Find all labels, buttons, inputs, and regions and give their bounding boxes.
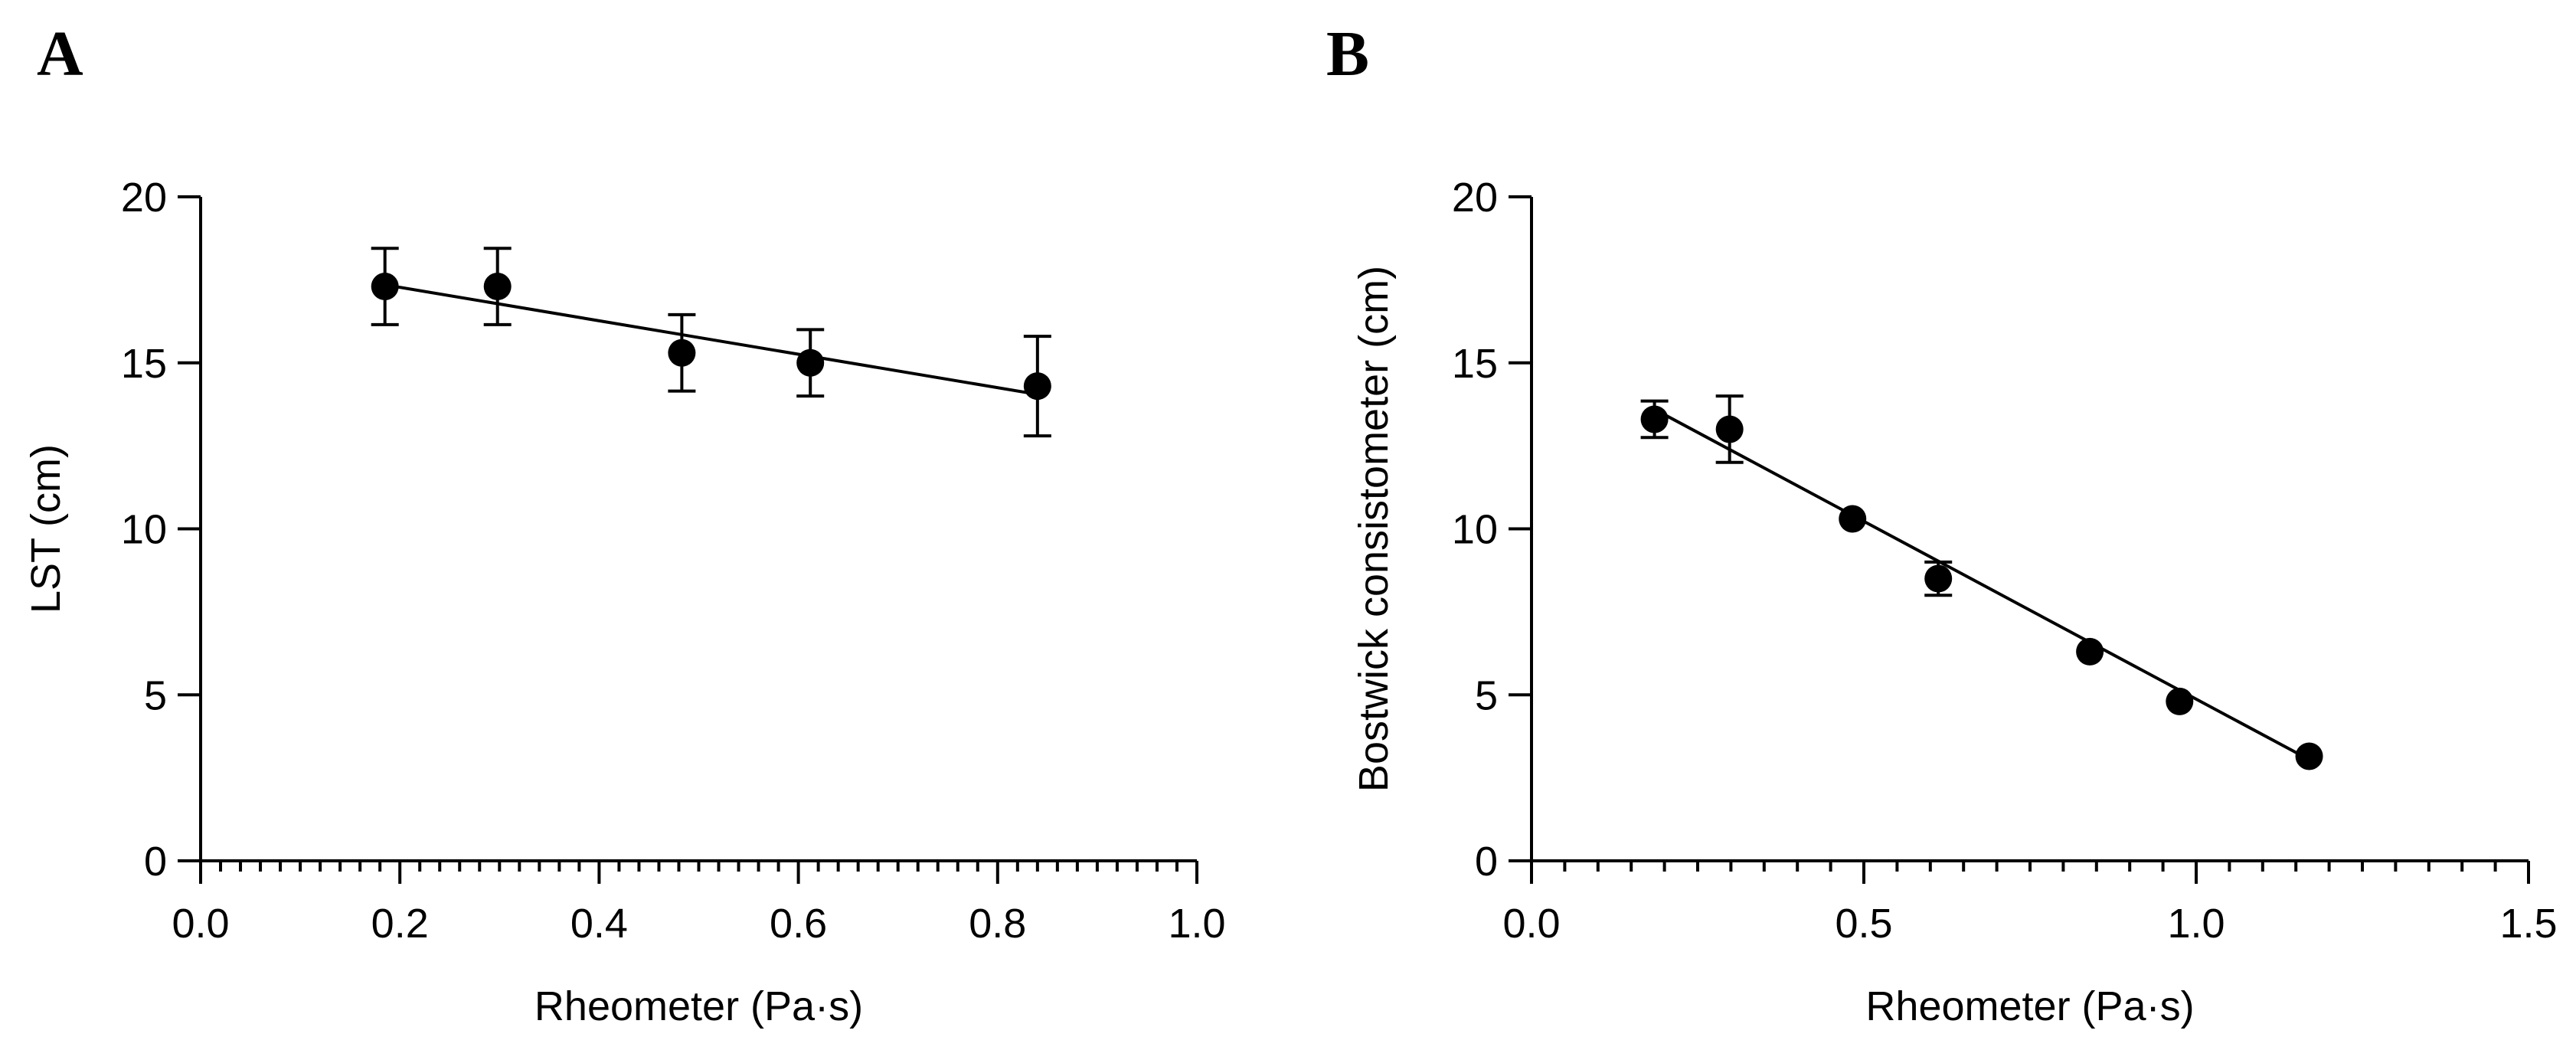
x-tick-label: 0.8 (969, 901, 1026, 947)
data-point (2076, 637, 2104, 666)
x-tick-label: 0.2 (371, 901, 429, 947)
x-tick-label: 1.5 (2499, 901, 2557, 947)
data-point (1924, 564, 1953, 593)
y-axis-title: Bostwick consistometer (cm) (1351, 266, 1397, 792)
x-tick-label: 0.5 (1835, 901, 1892, 947)
data-point (668, 339, 696, 367)
x-axis-title: Rheometer (Pa·s) (1865, 983, 2194, 1029)
data-point (796, 348, 825, 377)
x-tick-label: 0.0 (1502, 901, 1560, 947)
x-tick-label: 1.0 (1168, 901, 1225, 947)
fit-line (1653, 407, 2310, 761)
data-point (2295, 742, 2323, 770)
data-point (2166, 687, 2194, 715)
y-tick-label: 10 (121, 507, 167, 553)
panel-label-a: A (37, 18, 83, 90)
y-tick-label: 10 (1452, 507, 1498, 553)
y-tick-label: 20 (121, 175, 167, 221)
x-axis-title: Rheometer (Pa·s) (534, 983, 863, 1029)
x-tick-label: 0.6 (770, 901, 827, 947)
y-axis-title: LST (cm) (23, 444, 69, 613)
data-point (371, 273, 399, 301)
fit-line (384, 283, 1038, 396)
data-point (1715, 415, 1744, 443)
y-tick-label: 0 (144, 839, 167, 885)
data-point (1839, 505, 1867, 533)
y-tick-label: 15 (1452, 341, 1498, 387)
y-tick-label: 5 (144, 672, 167, 718)
x-tick-label: 0.0 (172, 901, 229, 947)
x-tick-label: 1.0 (2167, 901, 2225, 947)
y-tick-label: 0 (1475, 839, 1498, 885)
chart-panel-b: 0 5 10 15 20 0.0 0.5 1.0 1.5 Rheometer (Pa·s) Bost… (1351, 175, 2558, 1029)
x-tick-label: 0.4 (570, 901, 628, 947)
y-tick-label: 15 (121, 341, 167, 387)
panel-label-b: B (1326, 18, 1369, 90)
data-point (1023, 372, 1051, 401)
chart-panel-a: 0 5 10 15 20 0.0 0.2 0.4 0.6 0.8 1.0 Rheometer (Pa·… (23, 175, 1226, 1029)
data-point (1640, 405, 1669, 433)
data-point (483, 273, 512, 301)
y-tick-label: 5 (1475, 672, 1498, 718)
y-tick-label: 20 (1452, 175, 1498, 221)
